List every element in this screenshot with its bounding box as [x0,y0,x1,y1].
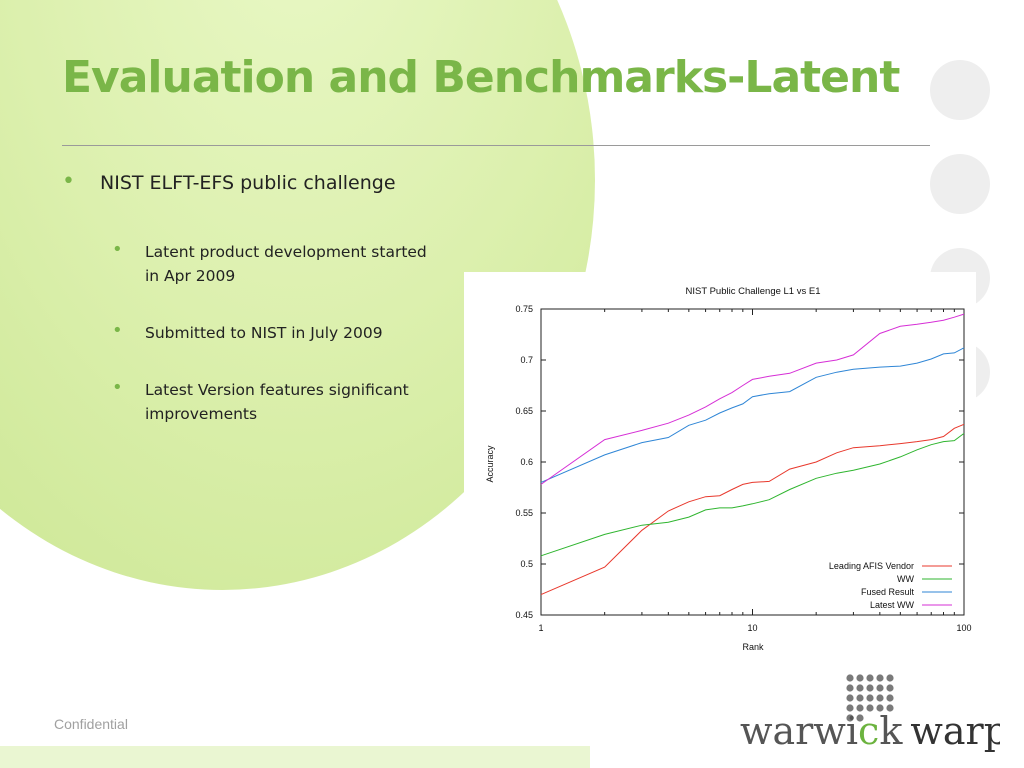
y-axis-label: Accuracy [485,445,495,483]
logo-dot-grid [846,674,894,722]
bullet-text: NIST ELFT-EFS public challenge [100,172,396,194]
y-tick-label: 0.55 [515,508,533,518]
logo-dot [886,684,894,692]
logo-text-warwi: warwi [740,709,858,753]
logo-dot [866,704,874,712]
bullet-dot-icon: • [112,320,123,341]
logo-text-k: k [879,709,903,753]
logo-dot [846,714,854,722]
y-tick-label: 0.75 [515,304,533,314]
logo-dot [876,704,884,712]
logo-dot [886,694,894,702]
logo-dot [876,674,884,682]
legend-label: WW [897,574,914,584]
x-axis-label: Rank [742,642,764,652]
series-line-4 [540,313,965,485]
slide-title: Evaluation and Benchmarks-Latent [62,52,900,103]
warwick-warp-logo: warwick warp [740,674,1000,753]
axis-ticks: 0.45 0.5 0.55 0.6 0.65 0.7 0.75 1 10 100 [515,304,971,633]
bullet-level2-1: • Latent product development started in … [112,239,432,288]
bullet-text: Submitted to NIST in July 2009 [145,324,383,342]
logo-dot [846,694,854,702]
chart-panel: NIST Public Challenge L1 vs E1 0.45 0.5 0.… [464,272,976,658]
y-tick-label: 0.7 [520,355,533,365]
series-line-1 [540,423,965,596]
chart-legend: Leading AFIS Vendor WW Fused Result Latest … [829,561,952,610]
bullet-level2-2: • Submitted to NIST in July 2009 [112,320,432,345]
logo-dot [856,704,864,712]
decorative-dot-1 [930,60,990,120]
logo-dot [866,684,874,692]
logo-dot [856,714,864,722]
logo-text-warp: warp [910,709,1000,753]
bottom-band [0,746,590,768]
accuracy-rank-chart: NIST Public Challenge L1 vs E1 0.450.50.… [485,286,972,652]
logo-dot [846,674,854,682]
y-tick-label: 0.65 [515,406,533,416]
legend-label: Latest WW [870,600,915,610]
logo-dot [886,704,894,712]
series-line-2 [540,432,965,557]
bullet-text: Latest Version features significant impr… [145,381,409,423]
logo-dot [876,684,884,692]
bullet-level2-3: • Latest Version features significant im… [112,377,432,426]
logo-dot [876,694,884,702]
logo-dot [866,674,874,682]
logo-dot [856,684,864,692]
series-line-3 [540,347,965,483]
y-tick-label: 0.45 [515,610,533,620]
series-lines [540,313,965,596]
x-tick-label: 1 [538,623,543,633]
y-tick-label: 0.5 [520,559,533,569]
logo-dot [866,694,874,702]
logo-dot [846,684,854,692]
bullet-dot-icon: • [62,169,75,194]
logo-dot [846,704,854,712]
x-tick-label: 100 [956,623,971,633]
logo-dot [886,674,894,682]
bullet-dot-icon: • [112,239,123,260]
logo-dot [856,694,864,702]
bullet-text: Latent product development started in Ap… [145,243,427,285]
legend-label: Fused Result [861,587,915,597]
y-tick-label: 0.6 [520,457,533,467]
logo-text-c: c [858,709,879,753]
chart-title: NIST Public Challenge L1 vs E1 [685,286,820,297]
legend-label: Leading AFIS Vendor [829,561,914,571]
bullet-dot-icon: • [112,377,123,398]
logo-dot [856,674,864,682]
x-tick-label: 10 [747,623,757,633]
title-divider [62,145,930,146]
decorative-dot-2 [930,154,990,214]
footer-confidential: Confidential [54,716,128,732]
